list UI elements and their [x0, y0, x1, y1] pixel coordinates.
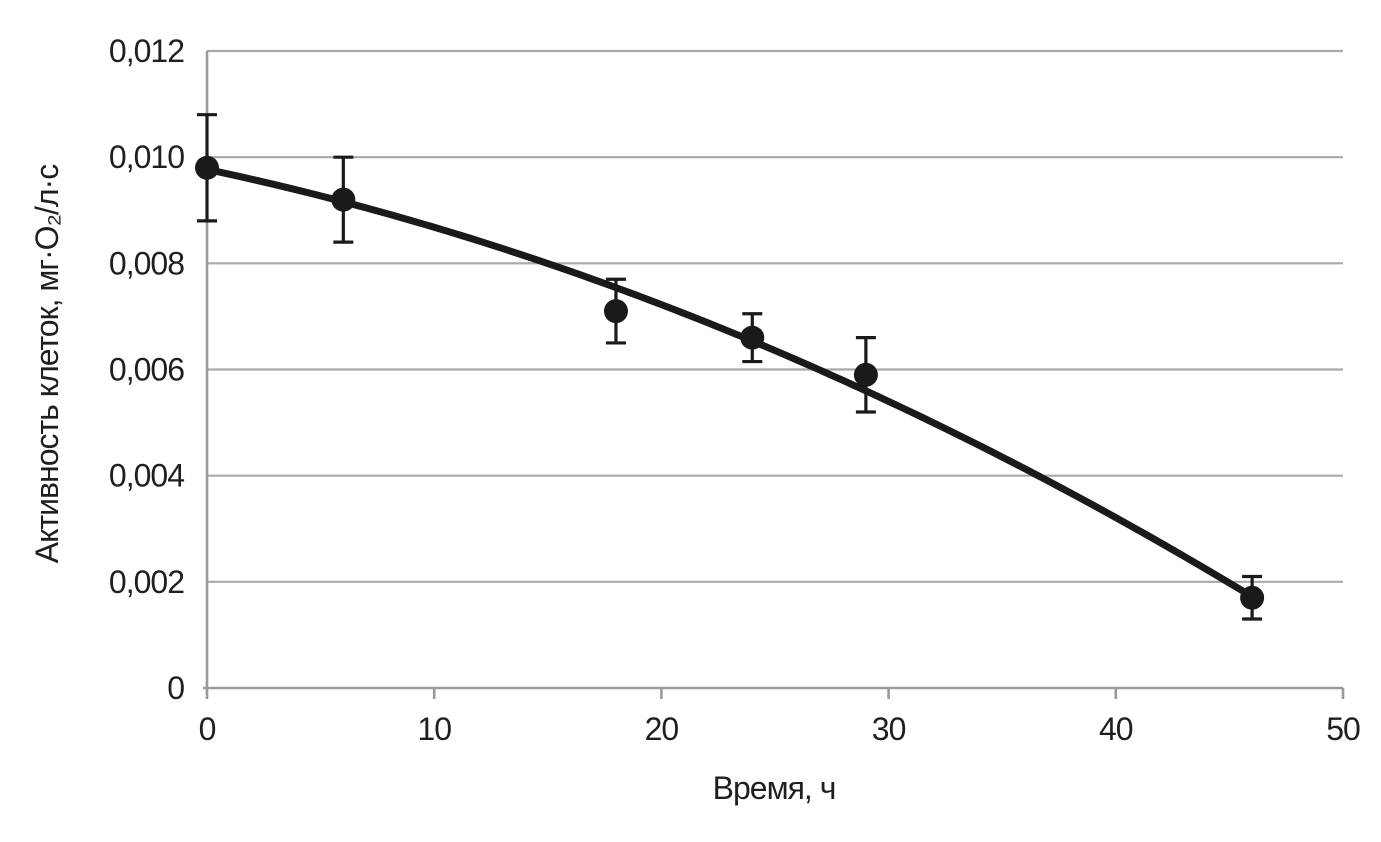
x-axis-ticks: [205, 688, 1345, 699]
gridlines: [207, 49, 1343, 583]
data-point: [1240, 585, 1265, 610]
y-tick-label: 0,010: [109, 139, 184, 175]
data-point: [195, 155, 219, 180]
data-points: [195, 155, 1265, 610]
y-axis-title: Активность клеток, мг·О₂/л·с: [29, 164, 65, 563]
x-tick-label: 20: [645, 711, 679, 747]
x-tick-label: 40: [1099, 711, 1133, 747]
trendline-group: [203, 165, 1256, 601]
x-tick-label: 50: [1326, 711, 1360, 747]
y-tick-label: 0: [167, 670, 184, 706]
y-tick-label: 0,012: [109, 33, 184, 69]
data-point: [603, 299, 628, 324]
x-axis-tick-labels: 0 10 20 30 40 50: [199, 711, 1361, 747]
y-tick-label: 0,002: [109, 564, 184, 600]
y-tick-label: 0,008: [109, 245, 184, 281]
data-point: [740, 325, 765, 350]
y-axis-tick-labels: 0 0,002 0,004 0,006 0,008 0,010 0,012: [109, 33, 185, 706]
error-bars: [197, 113, 1263, 621]
data-point: [331, 187, 356, 212]
x-tick-label: 10: [417, 711, 451, 747]
x-tick-label: 30: [872, 711, 906, 747]
y-tick-label: 0,006: [109, 352, 184, 388]
trendline-curve: [203, 165, 1256, 601]
data-point: [853, 362, 878, 387]
x-axis-title: Время, ч: [713, 770, 836, 806]
x-tick-label: 0: [199, 711, 216, 747]
y-tick-label: 0,004: [109, 458, 184, 494]
